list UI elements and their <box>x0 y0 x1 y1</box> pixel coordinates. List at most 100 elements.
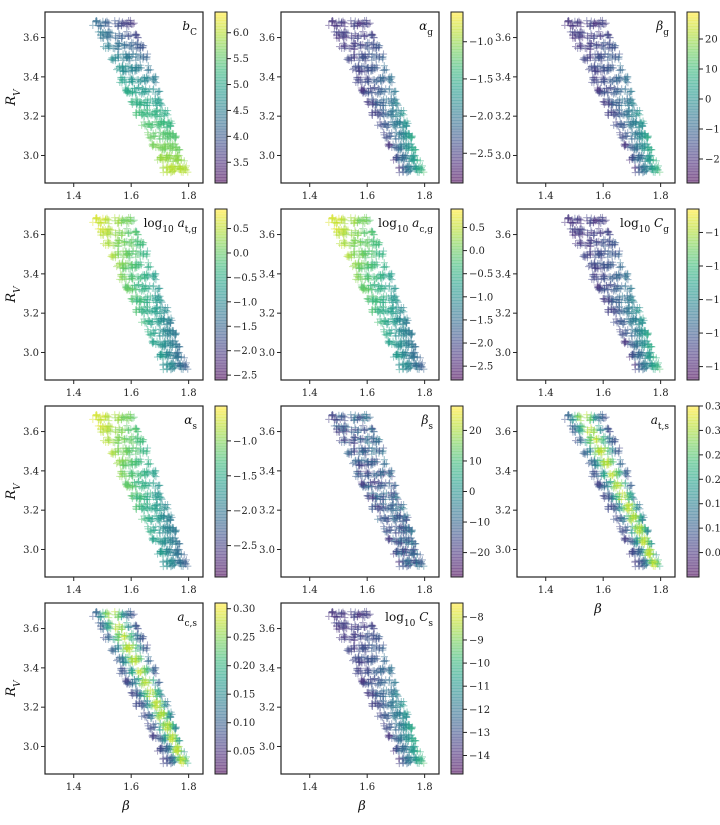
data-point <box>171 140 180 148</box>
colorbar-tick-label: 5.0 <box>233 80 249 91</box>
data-point <box>143 76 152 84</box>
data-point <box>135 100 143 108</box>
colorbar-segment <box>451 220 463 224</box>
colorbar-segment <box>215 154 227 158</box>
data-point <box>154 96 163 104</box>
colorbar-segment <box>215 314 227 318</box>
colorbar-segment <box>687 14 699 19</box>
colorbar-segment <box>451 266 463 270</box>
colorbar-segment <box>215 274 227 278</box>
data-point <box>163 168 171 176</box>
data-point <box>175 151 183 160</box>
data-point <box>184 168 192 176</box>
colorbar-segment <box>215 74 227 78</box>
data-point <box>158 101 166 109</box>
data-point <box>169 130 178 138</box>
data-point <box>160 146 168 154</box>
colorbar-segment <box>451 285 463 290</box>
data-point <box>167 162 176 170</box>
colorbar-segment <box>687 240 699 244</box>
colorbar-segment <box>451 177 463 181</box>
colorbar-segment <box>215 140 227 144</box>
data-point <box>157 121 165 129</box>
colorbar-segment <box>215 143 227 147</box>
data-point <box>134 76 143 84</box>
colorbar-segment <box>451 106 463 110</box>
panel-1: 1.4 1.6 1.83.03.23.43.6bCRV3.54.04.55.05.5… <box>4 11 249 202</box>
data-point <box>117 73 125 82</box>
data-point <box>139 111 147 119</box>
x-tick-label: 1.8 <box>653 388 669 399</box>
colorbar-segment <box>215 117 227 121</box>
data-point <box>140 90 148 98</box>
data-point <box>159 130 167 138</box>
colorbar-segment <box>215 331 227 335</box>
data-point <box>155 124 164 132</box>
data-point <box>135 107 143 115</box>
data-point <box>148 123 156 131</box>
colorbar-segment <box>215 171 227 175</box>
data-point <box>180 157 188 165</box>
data-point <box>144 120 152 128</box>
colorbar-segment <box>451 246 463 250</box>
data-point <box>175 162 183 171</box>
colorbar-segment <box>451 320 463 324</box>
colorbar-segment <box>451 29 463 33</box>
colorbar-segment <box>215 325 227 330</box>
data-point <box>144 131 152 139</box>
data-point <box>141 88 149 96</box>
data-point <box>122 86 131 95</box>
y-tick-label: 3.4 <box>495 72 511 83</box>
colorbar-segment <box>451 91 463 96</box>
data-point <box>132 88 140 97</box>
data-point <box>140 99 148 107</box>
data-point <box>156 153 165 161</box>
data-point <box>148 140 157 148</box>
data-point <box>151 118 159 126</box>
data-point <box>125 68 133 76</box>
colorbar-segment <box>215 54 227 58</box>
colorbar-segment <box>215 100 227 104</box>
data-point <box>163 124 171 132</box>
colorbar-tick-label: −0.5 <box>233 273 257 284</box>
data-point <box>138 90 146 98</box>
colorbar-segment <box>687 374 699 378</box>
y-tick-label: 3.4 <box>259 72 275 83</box>
colorbar-segment <box>687 305 699 310</box>
colorbar-segment <box>215 365 227 369</box>
y-tick-label: 3.4 <box>23 72 39 83</box>
colorbar-segment <box>215 26 227 30</box>
colorbar-segment <box>215 226 227 230</box>
data-point <box>136 98 144 106</box>
colorbar-segment <box>451 131 463 135</box>
colorbar-segment <box>215 151 227 155</box>
colorbar-segment <box>687 328 699 332</box>
colorbar-segment <box>687 69 699 73</box>
colorbar-tick-label: 0.5 <box>469 223 485 234</box>
data-point <box>157 154 166 162</box>
data-point <box>165 130 174 138</box>
data-point <box>154 95 162 103</box>
colorbar-segment <box>451 223 463 227</box>
data-point <box>143 73 151 81</box>
colorbar-segment <box>687 120 699 124</box>
data-point <box>172 133 180 141</box>
colorbar-segment <box>451 163 463 167</box>
data-point <box>136 108 144 117</box>
data-point <box>144 75 152 83</box>
data-point <box>128 63 136 72</box>
colorbar-segment <box>215 254 227 258</box>
colorbar-segment <box>687 88 699 93</box>
data-point <box>165 130 173 138</box>
y-tick-label: 3.2 <box>23 309 39 320</box>
colorbar-segment <box>687 94 699 98</box>
data-point <box>163 164 172 172</box>
colorbar-segment <box>451 137 463 141</box>
data-point <box>145 134 153 142</box>
data-point <box>156 154 164 162</box>
colorbar-segment <box>215 106 227 110</box>
colorbar-segment <box>451 257 463 261</box>
colorbar-segment <box>687 108 699 113</box>
colorbar-segment <box>687 214 699 218</box>
data-point <box>170 140 178 149</box>
